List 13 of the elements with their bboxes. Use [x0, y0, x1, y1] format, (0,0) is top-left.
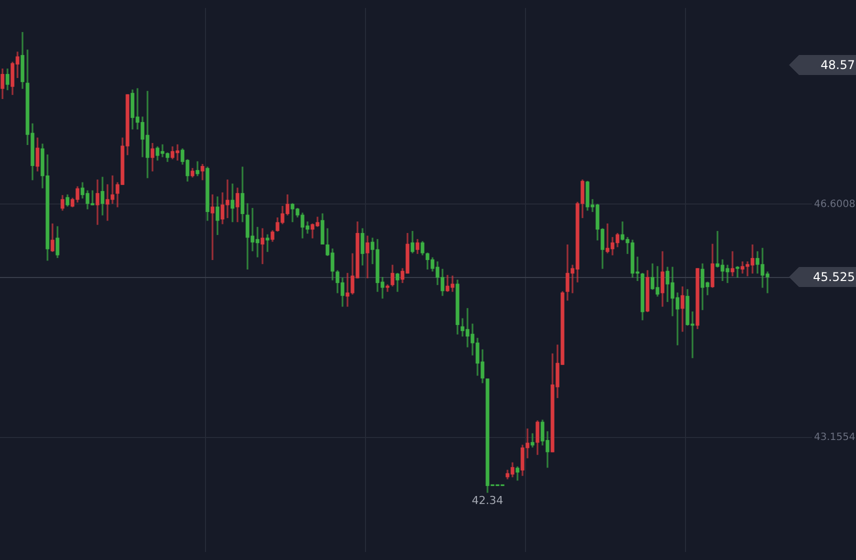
candlestick	[366, 236, 370, 278]
candlestick	[230, 184, 234, 222]
candlestick	[736, 266, 740, 278]
annotation: 42.34	[472, 494, 504, 507]
text: 48.57	[820, 58, 855, 72]
candlestick	[386, 284, 390, 292]
ref-line-label: 45.525	[813, 270, 855, 284]
candlestick	[260, 228, 264, 264]
candlestick	[210, 194, 214, 260]
y-tick-label: 43.1554	[814, 432, 856, 443]
candlestick	[266, 234, 270, 252]
y-tick-label: 46.6008	[814, 198, 856, 210]
candlestick	[730, 251, 734, 276]
